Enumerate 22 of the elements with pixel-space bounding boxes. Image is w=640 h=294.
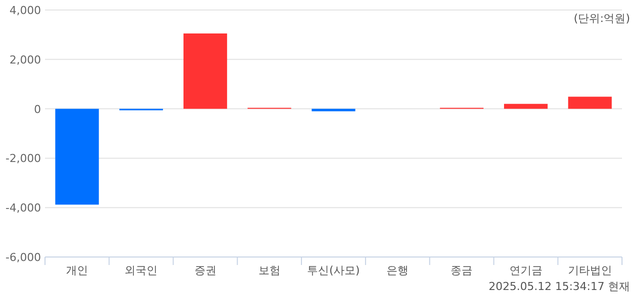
annotation: (단위:억원) — [574, 12, 630, 25]
y-tick-label: -6,000 — [6, 251, 41, 264]
bar — [312, 108, 356, 112]
y-tick-label: 4,000 — [10, 4, 41, 17]
x-tick-label: 은행 — [386, 264, 409, 277]
bar — [568, 96, 612, 109]
bar — [55, 108, 99, 205]
y-tick-label: 2,000 — [10, 53, 41, 66]
bar — [504, 104, 548, 109]
y-tick-label: 0 — [34, 102, 41, 116]
x-tick-label: 증권 — [194, 264, 216, 277]
x-tick-label: 기타법인 — [568, 264, 612, 277]
x-tick-label: 종금 — [450, 264, 473, 277]
x-tick-label: 투신(사모) — [307, 264, 360, 277]
x-tick-label: 개인 — [66, 264, 88, 277]
x-tick-label: 보험 — [258, 264, 280, 277]
y-tick-label: -2,000 — [6, 152, 41, 166]
x-tick-label: 연기금 — [509, 264, 542, 277]
x-tick-label: 외국인 — [124, 264, 158, 277]
bar — [183, 33, 228, 109]
y-tick-label: -4,000 — [6, 202, 41, 215]
text: 2025.05.12 15:34:17 현재 — [488, 280, 630, 293]
